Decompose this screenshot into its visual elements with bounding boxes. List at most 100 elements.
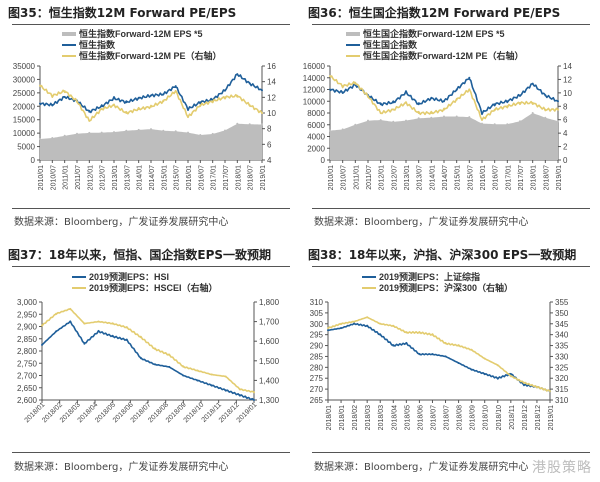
data-point [430, 97, 433, 100]
data-point [238, 388, 241, 391]
y-tick-label-right: 315 [555, 385, 569, 394]
data-point [83, 322, 86, 325]
data-point [430, 116, 433, 119]
data-point [224, 129, 226, 132]
y-tick-label-right: 1,800 [259, 298, 280, 307]
data-point [405, 119, 407, 122]
data-point [51, 103, 54, 106]
data-point [182, 365, 185, 368]
x-tick-label: 2011/01 [353, 165, 360, 190]
data-point [210, 373, 213, 376]
x-tick-label: 2018/07 [248, 165, 255, 190]
x-tick-label: 2012/01 [379, 165, 386, 190]
x-tick-label: 2016/01 [186, 165, 193, 190]
data-point [261, 123, 263, 126]
data-point [392, 101, 395, 104]
y-tick-label-right: 0 [563, 156, 568, 165]
divider [12, 452, 290, 453]
data-point [506, 100, 509, 103]
source-note: 数据来源：Bloomberg，广发证券发展研究中心 [14, 462, 229, 473]
data-point [182, 374, 185, 377]
data-point [493, 123, 496, 126]
y-tick-label-left: 14000 [303, 74, 326, 83]
data-point [125, 112, 128, 114]
legend-label: 恒生国企指数Forward-12M EPS *5 [363, 28, 505, 39]
data-point [519, 94, 521, 97]
data-point [199, 134, 202, 136]
y-tick-label-right: 350 [555, 309, 569, 318]
x-tick-label: 2017/07 [223, 165, 230, 190]
y-tick-label-right: 10 [267, 109, 276, 118]
x-tick-label: 2017/07 [518, 165, 525, 190]
series-area-eps [330, 113, 558, 160]
y-tick-label-right: 12 [267, 93, 276, 102]
panel-title: 图38：18年以来，沪指、沪深300 EPS一致预期 [308, 248, 577, 262]
legend-label: 恒生国企指数 [363, 39, 418, 50]
data-point [481, 118, 483, 121]
x-tick-label: 2013/07 [124, 165, 131, 190]
x-tick-label: 2016/07 [493, 165, 500, 190]
y-tick-label-left: 25000 [13, 89, 36, 98]
data-point [341, 91, 344, 94]
data-point [354, 123, 357, 126]
data-point [341, 85, 344, 88]
data-point [544, 108, 547, 111]
legend-label: 恒生指数 [79, 39, 116, 50]
divider [312, 208, 590, 209]
legend-label: 恒生国企指数Forward-12M PE（右轴） [363, 50, 524, 61]
data-point [455, 88, 458, 91]
data-point [379, 322, 382, 325]
y-tick-label-left: 300 [310, 320, 324, 329]
data-point [379, 119, 382, 122]
data-point [41, 343, 43, 346]
y-tick-label-left: 2,650 [17, 384, 38, 393]
x-tick-label: 2012/01 [87, 165, 94, 190]
data-point [125, 326, 128, 329]
x-tick-label: 2013/01 [112, 165, 119, 190]
data-point [418, 331, 421, 334]
y-tick-label-left: 275 [310, 374, 324, 383]
x-tick-label: 2017/01 [505, 165, 512, 190]
data-point [329, 88, 331, 91]
data-point [379, 103, 382, 106]
data-point [522, 383, 525, 386]
x-tick-label: 2012/07 [391, 165, 398, 190]
data-point [113, 131, 115, 134]
y-tick-label-left: 5000 [17, 143, 35, 152]
data-point [496, 377, 499, 380]
data-point [327, 329, 329, 332]
data-point [248, 104, 251, 107]
data-point [76, 100, 78, 103]
data-point [63, 134, 66, 137]
chart-fig36: 恒生国企指数Forward-12M EPS *5恒生国企指数恒生国企指数Forw… [303, 28, 573, 190]
data-point [174, 85, 177, 88]
y-tick-label-left: 2,950 [17, 310, 38, 319]
data-point [366, 325, 369, 327]
data-point [496, 364, 499, 367]
data-point [557, 120, 559, 123]
data-point [417, 103, 420, 106]
y-tick-label-left: 2,800 [17, 347, 38, 356]
data-point [470, 348, 473, 351]
y-tick-label-left: 6000 [307, 121, 325, 130]
y-tick-label-right: 340 [555, 331, 569, 340]
data-point [224, 375, 227, 378]
data-point [139, 357, 142, 360]
data-point [457, 362, 460, 364]
data-point [76, 132, 78, 135]
data-point [354, 81, 357, 84]
data-point [443, 108, 445, 111]
y-tick-label-left: 280 [310, 363, 324, 372]
data-point [211, 100, 214, 103]
y-tick-label-right: 330 [555, 352, 569, 361]
x-tick-label: 2018/12 [535, 405, 542, 430]
panel-title: 图35：恒生指数12M Forward PE/EPS [8, 6, 237, 20]
data-point [457, 344, 460, 347]
data-point [51, 94, 54, 97]
y-tick-label-right: 335 [555, 342, 569, 351]
y-tick-label-right: 310 [555, 396, 569, 405]
chart-fig35: 恒生指数Forward-12M EPS *5恒生指数恒生指数Forward-12… [13, 28, 277, 190]
data-point [88, 110, 91, 113]
panel-title: 图37：18年以来，恒指、国企指数EPS一致预期 [8, 248, 272, 262]
data-point [468, 116, 471, 119]
